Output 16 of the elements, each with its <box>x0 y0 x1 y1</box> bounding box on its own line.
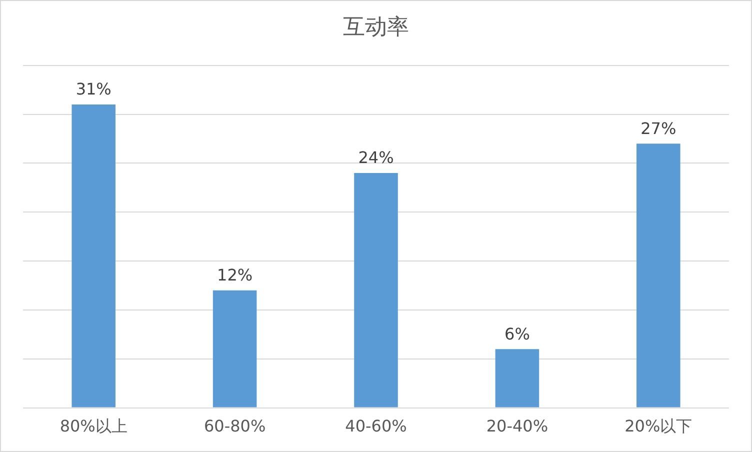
x-tick-label: 80%以上 <box>60 416 128 436</box>
x-tick-label: 40-60% <box>345 416 407 436</box>
x-tick-label: 20%以下 <box>624 416 692 436</box>
data-label: 27% <box>640 118 676 138</box>
bar <box>212 290 257 408</box>
x-tick-label: 20-40% <box>486 416 548 436</box>
bar <box>72 104 116 408</box>
chart-title: 互动率 <box>343 14 409 40</box>
data-label: 6% <box>504 324 530 344</box>
bar <box>495 349 540 408</box>
x-tick-label: 60-80% <box>204 416 266 436</box>
data-label: 24% <box>358 148 394 168</box>
bar <box>636 144 680 408</box>
bar <box>354 173 398 408</box>
data-label: 31% <box>76 80 112 99</box>
data-label: 12% <box>217 266 253 285</box>
